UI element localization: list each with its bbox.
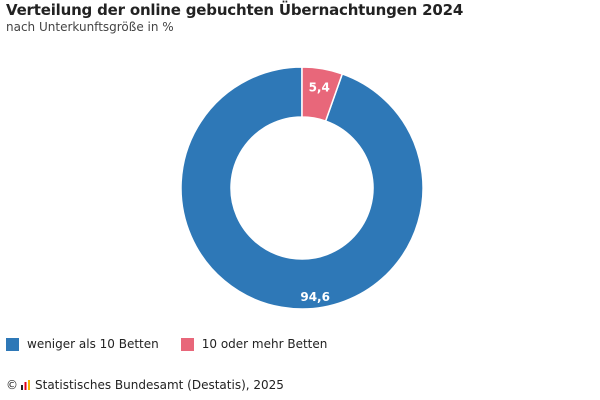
source-line: © Statistisches Bundesamt (Destatis), 20… — [6, 378, 284, 392]
chart-legend: weniger als 10 Betten 10 oder mehr Bette… — [6, 337, 349, 351]
destatis-logo-icon — [21, 380, 30, 390]
source-text: Statistisches Bundesamt (Destatis), 2025 — [35, 378, 284, 392]
donut-value-label-1: 5,4 — [309, 80, 330, 94]
legend-swatch — [180, 337, 194, 351]
donut-slice-0 — [180, 66, 424, 310]
donut-value-label-0: 94,6 — [300, 290, 330, 304]
legend-label: 10 oder mehr Betten — [201, 337, 328, 351]
legend-swatch — [6, 337, 19, 351]
copyright-symbol: © — [6, 378, 18, 392]
legend-item-weniger-als-10-betten: weniger als 10 Betten — [6, 337, 159, 351]
legend-item-10-oder-mehr-betten: 10 oder mehr Betten — [180, 337, 328, 351]
donut-slice-1 — [301, 66, 344, 123]
chart-title: Verteilung der online gebuchten Übernach… — [6, 1, 464, 19]
chart-subtitle: nach Unterkunftsgröße in % — [6, 20, 174, 34]
legend-label: weniger als 10 Betten — [27, 337, 159, 351]
